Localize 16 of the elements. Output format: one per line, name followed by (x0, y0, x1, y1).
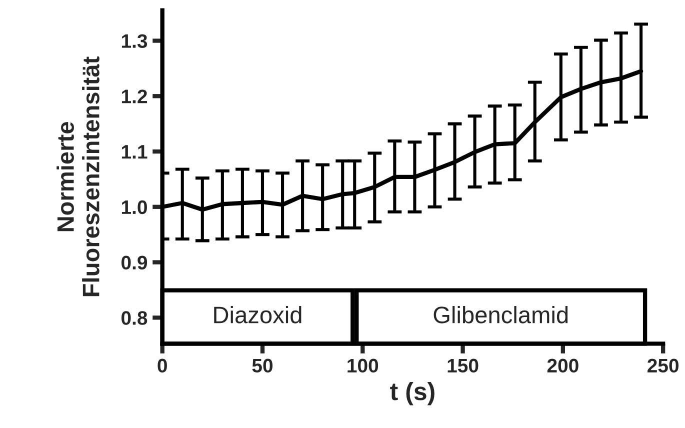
x-tick-label: 0 (158, 358, 167, 373)
y-tick-label: 1.3 (122, 34, 148, 48)
x-axis-title: t (s) (390, 382, 434, 406)
x-tick-label: 100 (348, 358, 378, 373)
y-tick-label: 1.1 (122, 145, 148, 159)
y-tick-label: 0.8 (122, 311, 148, 325)
y-axis-title: Normierte Fluoreszenzintensität (56, 56, 100, 296)
x-tick-label: 250 (648, 358, 679, 373)
x-tick-label: 200 (547, 358, 578, 373)
x-tick-label: 50 (252, 358, 273, 373)
x-tick-label: 150 (448, 358, 478, 373)
y-tick-label: 1.0 (122, 200, 147, 214)
y-tick-label: 0.9 (122, 256, 148, 270)
band-label: Glibenclamid (434, 306, 568, 324)
y-tick-label: 1.2 (122, 90, 147, 104)
band-label: Diazoxid (214, 306, 302, 324)
